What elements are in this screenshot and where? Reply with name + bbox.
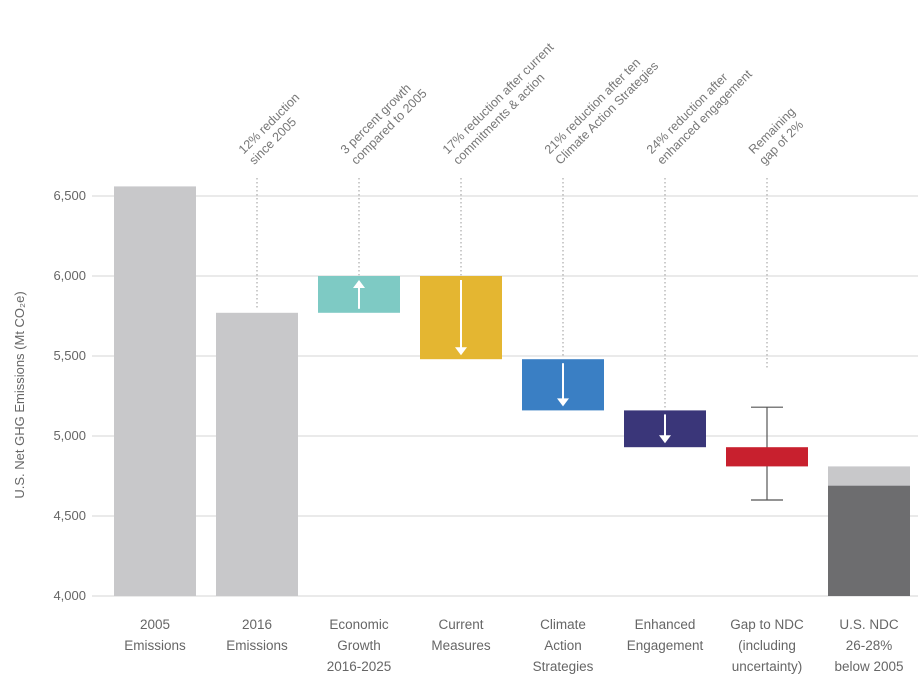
arrow-down-icon	[659, 435, 671, 444]
category-text: Gap to NDC	[730, 617, 804, 632]
annotation-text: enhanced engagement	[655, 67, 756, 168]
category-text: Economic	[329, 617, 389, 632]
category-text: U.S. NDC	[839, 617, 899, 632]
category-label-5: Enhanced Engagement	[627, 617, 704, 653]
category-text: Current	[438, 617, 483, 632]
category-text: Emissions	[226, 638, 288, 653]
y-tick-label: 6,500	[53, 188, 86, 203]
arrow-down-icon	[557, 398, 569, 407]
category-label-2: Economic Growth 2016-2025	[327, 617, 392, 674]
category-text: Strategies	[533, 659, 594, 674]
category-text: Climate	[540, 617, 586, 632]
category-label-0: 2005 Emissions	[124, 617, 186, 653]
y-tick-label: 4,500	[53, 508, 86, 523]
category-text: Emissions	[124, 638, 186, 653]
bar-6	[726, 447, 808, 467]
annotation-text: commitments & action	[451, 71, 548, 168]
y-tick-label: 6,000	[53, 268, 86, 283]
bar-1	[216, 312, 298, 596]
category-label-7: U.S. NDC 26-28% below 2005	[834, 617, 903, 674]
category-text: (including	[738, 638, 796, 653]
arrow-down-icon	[455, 347, 467, 356]
category-text: 26-28%	[846, 638, 893, 653]
category-label-3: Current Measures	[431, 617, 491, 653]
bars	[114, 186, 910, 596]
y-tick-labels: 4,000 4,500 5,000 5,500 6,000 6,500	[53, 188, 86, 603]
bar-7	[828, 485, 910, 596]
category-text: 2016-2025	[327, 659, 392, 674]
category-text: Growth	[337, 638, 381, 653]
bar-0	[114, 186, 196, 596]
category-text: uncertainty)	[732, 659, 803, 674]
annotation-text: 17% reduction after current	[440, 40, 557, 157]
y-tick-label: 5,500	[53, 348, 86, 363]
annotation-text: 21% reduction after ten	[542, 55, 643, 156]
grid-lines	[92, 195, 918, 597]
category-label-6: Gap to NDC (including uncertainty)	[730, 617, 804, 674]
category-label-1: 2016 Emissions	[226, 617, 288, 653]
category-label-4: Climate Action Strategies	[533, 617, 594, 674]
arrow-up-icon	[353, 280, 365, 288]
y-axis-title: U.S. Net GHG Emissions (Mt CO₂e)	[12, 291, 27, 498]
bar-ndc-range	[828, 466, 910, 486]
category-text: 2016	[242, 617, 272, 632]
annotation-text: Climate Action Strategies	[553, 59, 662, 168]
category-text: 2005	[140, 617, 170, 632]
category-text: Action	[544, 638, 582, 653]
category-text: Enhanced	[635, 617, 696, 632]
y-tick-label: 4,000	[53, 588, 86, 603]
category-text: Measures	[431, 638, 491, 653]
category-text: below 2005	[834, 659, 903, 674]
category-labels: 2005 Emissions 2016 Emissions Economic Growth…	[124, 617, 903, 674]
y-tick-label: 5,000	[53, 428, 86, 443]
category-text: Engagement	[627, 638, 704, 653]
